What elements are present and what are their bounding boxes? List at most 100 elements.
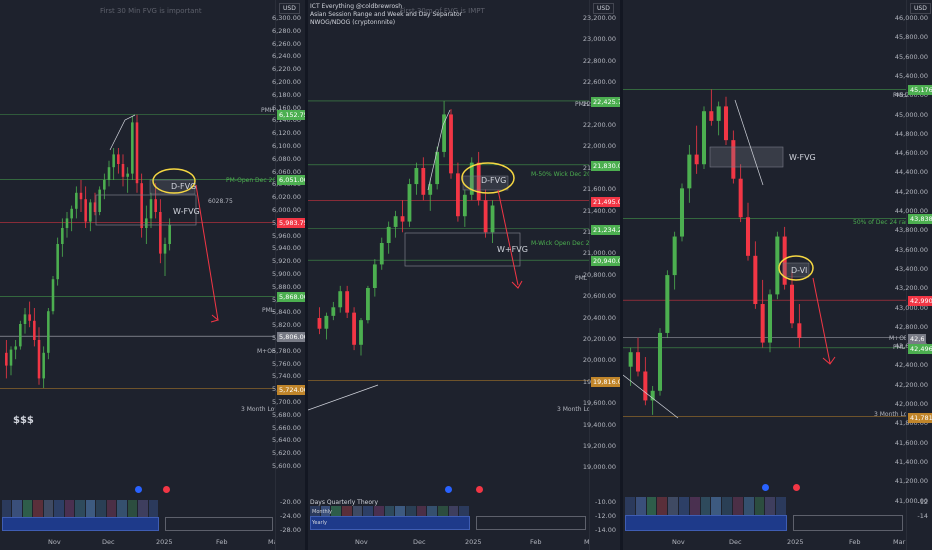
currency-label[interactable]: USD [593, 3, 614, 14]
price-tick: 6,220.00 [272, 65, 301, 74]
session-bar [2, 517, 159, 531]
top-note: First 30m of FVG is IMPT [400, 7, 485, 15]
price-tick: 21,600.00 [582, 185, 616, 194]
candle-body [9, 349, 13, 366]
candle-body [14, 346, 17, 350]
oscillator-tick: -12.00 [595, 512, 616, 520]
candle-body [745, 217, 751, 256]
chart-panel-ndx[interactable]: First 30m of FVG is IMPT ICT Everything … [308, 0, 620, 550]
price-tick: 44,800.00 [894, 129, 928, 138]
price-tick: 20,800.00 [582, 270, 616, 279]
candle-body [687, 154, 692, 189]
heatmap-cell [22, 500, 34, 517]
time-axis[interactable]: Nov Dec 2025 Feb Ma [308, 536, 594, 550]
price-badge: 5,983.75 [277, 218, 305, 229]
price-tick: 21,000.00 [582, 249, 616, 258]
candle-body [657, 332, 663, 391]
price-tick: 45,000.00 [894, 110, 928, 119]
price-tick: 6,200.00 [272, 78, 301, 86]
trendline [623, 374, 679, 419]
price-tick: 6,000.00 [272, 206, 301, 214]
candle-body [709, 111, 714, 121]
heatmap-cell [646, 497, 658, 515]
chart-panel-dow[interactable]: PMH 50% of Dec 24 range M+OB PML 3 Month… [623, 0, 932, 550]
candlestick-chart-spx[interactable] [0, 0, 275, 536]
heatmap-cell [320, 506, 332, 518]
candle-body [65, 218, 69, 228]
candle-body [79, 192, 83, 200]
oscillator-tick: -20.00 [280, 498, 301, 506]
price-axis-spx[interactable]: USD 6,300.00 6,280.00 6,260.00 6,240.00 6,22… [272, 0, 305, 550]
price-tick: 5,600.00 [272, 462, 301, 470]
panel-divider[interactable] [305, 0, 308, 550]
price-tick: 6,120.00 [272, 129, 301, 138]
heatmap-cell [668, 497, 679, 515]
candle-body [89, 202, 92, 222]
price-tick: 43,800.00 [894, 226, 928, 235]
pmh-label: PMH [575, 101, 589, 108]
candle-body [372, 264, 377, 288]
candle-body [789, 284, 795, 324]
wick-open-label: M-Wick Open Dec 2024 [531, 240, 601, 247]
heatmap-cell [96, 500, 107, 517]
oscillator-box [793, 515, 903, 531]
candlestick-chart-ndx[interactable] [308, 0, 589, 536]
time-axis[interactable]: Nov Dec 2025 Feb Mar [623, 536, 906, 550]
price-tick: 5,900.00 [272, 270, 301, 278]
x-label: Dec [729, 538, 742, 546]
event-icon[interactable] [762, 484, 769, 491]
top-note: First 30 Min FVG is important [100, 7, 202, 15]
price-tick: 5,780.00 [272, 346, 301, 355]
price-badge: 42,6 [908, 333, 927, 344]
price-badge: 42,496 [908, 343, 932, 354]
time-axis[interactable]: Nov Dec 2025 Feb Mar [0, 536, 280, 550]
projection-arrow [195, 184, 219, 321]
price-axis-ndx[interactable]: USD 23,200.00 23,000.00 22,800.00 22,600.00… [583, 0, 620, 550]
d-fvg-label: D-FVG [171, 182, 197, 191]
pmh-label: PMH [893, 92, 907, 99]
oscillator-box [476, 516, 586, 530]
heatmap-cell [75, 500, 86, 517]
flag-icon[interactable] [793, 484, 800, 491]
candle-body [47, 311, 50, 353]
event-icon[interactable] [445, 486, 452, 493]
price-tick: 45,800.00 [894, 33, 928, 42]
price-tick: 41,400.00 [894, 457, 928, 466]
candle-body [738, 178, 743, 218]
three-month-low-label: 3 Month Low [241, 406, 280, 413]
flag-icon[interactable] [476, 486, 483, 493]
candle-body [61, 228, 64, 244]
event-icon[interactable] [135, 486, 142, 493]
candle-body [379, 243, 384, 265]
session-bar [625, 515, 787, 531]
price-tick: 42,200.00 [894, 380, 928, 389]
heatmap-cell [700, 497, 712, 515]
panel-divider[interactable] [620, 0, 623, 550]
x-label: 2025 [465, 538, 482, 546]
price-tick: 5,940.00 [272, 244, 301, 253]
indicator-legend[interactable]: ICT Everything @coldbrewrosh Asian Sessi… [310, 3, 462, 27]
session-bar [310, 516, 470, 530]
arrow-head [210, 314, 220, 323]
projection-arrow [497, 189, 519, 286]
heatmap-cell [374, 506, 385, 518]
x-label: Dec [102, 538, 115, 546]
currency-label[interactable]: USD [910, 3, 931, 14]
chart-panel-spx[interactable]: First 30 Min FVG is important $$$ PMH PM… [0, 0, 305, 550]
mob-label: M+OB [257, 348, 277, 355]
candlestick-chart-dow[interactable] [623, 0, 906, 536]
candle-body [731, 140, 736, 179]
price-axis-dow[interactable]: USD 46,000.00 45,800.00 45,600.00 45,400.00… [895, 0, 932, 550]
trendline [308, 384, 379, 411]
price-badge: 5,806.00 [277, 332, 305, 343]
candle-body [107, 167, 111, 180]
heatmap-cell [765, 497, 777, 515]
candle-body [352, 312, 356, 345]
candle-body [694, 154, 699, 165]
currency-label[interactable]: USD [279, 3, 300, 14]
flag-icon[interactable] [163, 486, 170, 493]
price-tick: 5,700.00 [272, 398, 301, 406]
dollar-signs: $$$ [13, 415, 34, 426]
price-tick: 6,060.00 [272, 167, 301, 176]
candle-body [386, 226, 391, 243]
